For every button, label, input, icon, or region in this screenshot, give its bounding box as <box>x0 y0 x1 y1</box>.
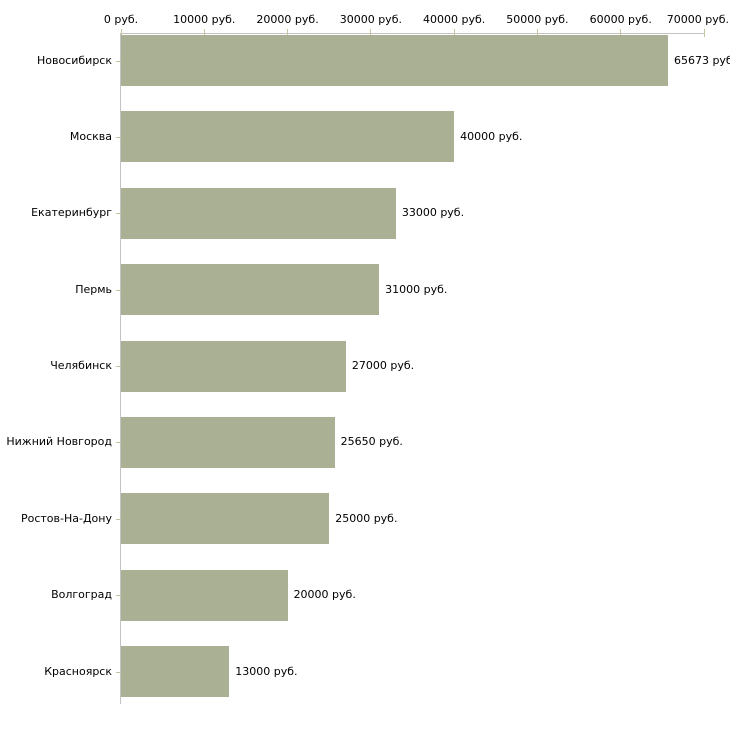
bar <box>121 340 346 392</box>
y-tick-mark <box>116 518 121 520</box>
bar <box>121 187 396 239</box>
bar <box>121 35 668 86</box>
bar <box>121 493 330 545</box>
y-tick-mark <box>116 595 121 597</box>
y-tick-mark <box>116 60 121 62</box>
x-axis-line <box>121 33 704 34</box>
value-label: 25650 руб. <box>340 435 403 449</box>
category-label: Пермь <box>75 282 112 296</box>
category-label: Ростов-На-Дону <box>20 511 112 525</box>
x-tick-mark <box>620 29 622 37</box>
category-label: Екатеринбург <box>31 206 112 220</box>
x-tick-label: 50000 руб. <box>506 13 569 26</box>
value-label: 65673 руб. <box>673 53 730 67</box>
y-tick-mark <box>116 136 121 138</box>
x-tick-mark <box>536 29 538 37</box>
y-tick-mark <box>116 671 121 673</box>
bar <box>121 569 288 621</box>
x-tick-label: 10000 руб. <box>173 13 236 26</box>
bar <box>121 646 230 697</box>
value-label: 20000 руб. <box>293 588 356 602</box>
category-label: Челябинск <box>50 359 112 372</box>
value-label: 40000 руб. <box>460 129 523 143</box>
x-tick-label: 60000 руб. <box>589 13 652 26</box>
x-tick-mark <box>453 29 455 37</box>
x-tick-mark <box>703 29 705 37</box>
x-tick-label: 70000 руб. <box>666 13 729 26</box>
category-label: Волгоград <box>51 588 112 602</box>
y-tick-mark <box>116 289 121 291</box>
y-axis-line <box>120 33 121 704</box>
x-tick-label: 0 руб. <box>103 13 139 26</box>
x-tick-label: 30000 руб. <box>339 13 402 26</box>
category-label: Новосибирск <box>36 53 112 67</box>
bar <box>121 264 380 316</box>
x-tick-mark <box>370 29 372 37</box>
x-tick-mark <box>120 29 122 37</box>
category-label: Красноярск <box>44 664 112 678</box>
y-tick-mark <box>116 366 121 367</box>
bar <box>121 416 335 468</box>
value-label: 13000 руб. <box>235 664 298 678</box>
value-label: 27000 руб. <box>351 359 415 372</box>
value-label: 31000 руб. <box>385 282 448 296</box>
value-label: 33000 руб. <box>401 206 465 220</box>
category-label: Москва <box>69 129 112 143</box>
value-label: 25000 руб. <box>335 511 398 525</box>
y-tick-mark <box>116 442 121 444</box>
x-tick-mark <box>203 29 205 37</box>
category-label: Нижний Новгород <box>6 435 112 449</box>
x-tick-mark <box>287 29 289 37</box>
bar <box>121 111 455 163</box>
x-tick-label: 40000 руб. <box>423 13 486 26</box>
x-tick-label: 20000 руб. <box>256 13 319 26</box>
y-tick-mark <box>116 213 121 215</box>
